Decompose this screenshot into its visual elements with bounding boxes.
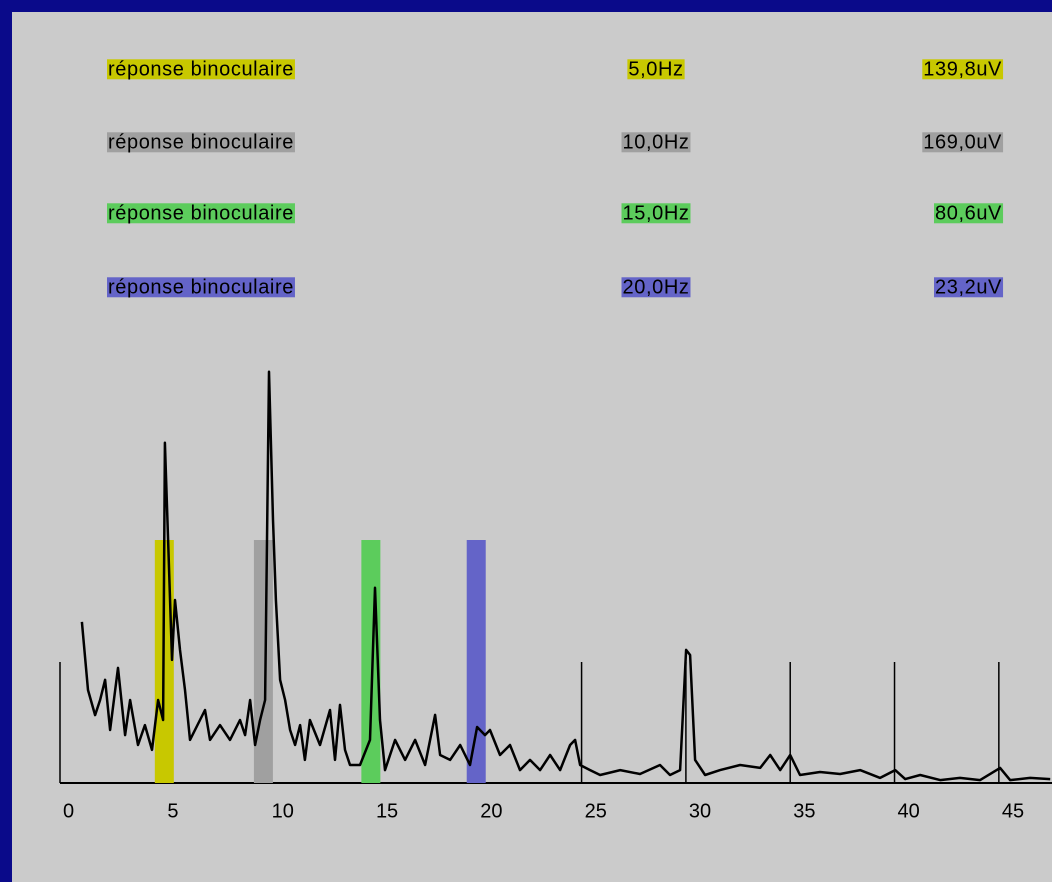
x-tick-label: 30 — [689, 800, 711, 822]
marker-amplitude: 23,2uV — [935, 276, 1002, 298]
x-tick-label: 40 — [898, 800, 920, 822]
x-tick-label: 45 — [1002, 800, 1024, 822]
x-tick-label: 5 — [167, 800, 178, 822]
label-highlight — [107, 277, 295, 298]
label-highlight — [922, 59, 1004, 80]
marker-amplitude: 80,6uV — [935, 202, 1002, 224]
marker-amplitude: 139,8uV — [923, 58, 1002, 80]
label-highlight — [621, 277, 691, 298]
label-highlight — [621, 132, 691, 153]
marker-frequency: 20,0Hz — [623, 276, 690, 298]
marker-name: réponse binoculaire — [108, 202, 294, 224]
label-highlight — [107, 132, 295, 153]
marker-name: réponse binoculaire — [108, 276, 294, 298]
label-highlight — [107, 203, 295, 224]
x-tick-label: 0 — [63, 800, 74, 822]
marker-frequency: 10,0Hz — [623, 131, 690, 153]
marker-amplitude: 169,0uV — [923, 131, 1002, 153]
spectrum-line — [80, 370, 1051, 782]
label-highlight — [627, 59, 685, 80]
marker-bar — [253, 540, 273, 783]
x-tick-label: 35 — [793, 800, 815, 822]
marker-bar — [466, 540, 486, 783]
marker-frequency: 15,0Hz — [623, 202, 690, 224]
label-highlight — [934, 277, 1004, 298]
x-tick-label: 15 — [376, 800, 398, 822]
marker-frequency: 5,0Hz — [628, 58, 683, 80]
x-tick-label: 25 — [585, 800, 607, 822]
label-highlight — [934, 203, 1004, 224]
marker-name: réponse binoculaire — [108, 131, 294, 153]
marker-name: réponse binoculaire — [108, 58, 294, 80]
label-highlight — [922, 132, 1004, 153]
x-tick-label: 20 — [480, 800, 502, 822]
x-tick-label: 10 — [272, 800, 294, 822]
label-highlight — [107, 59, 295, 80]
panel — [12, 12, 1052, 882]
label-highlight — [621, 203, 691, 224]
